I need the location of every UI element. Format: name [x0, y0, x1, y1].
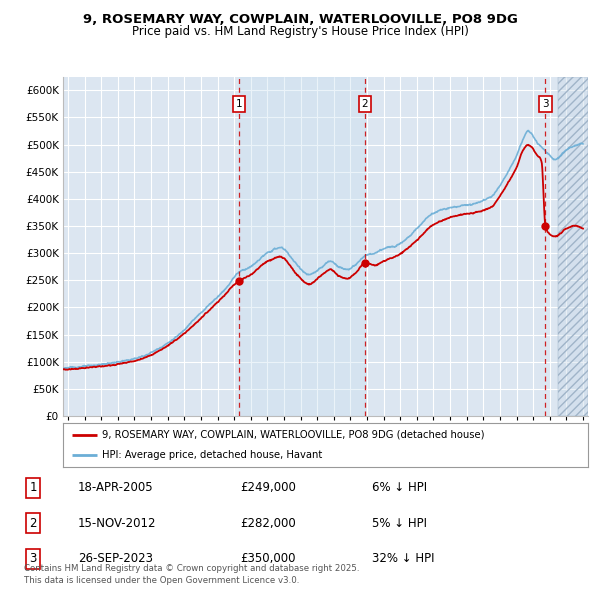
Text: 3: 3	[29, 552, 37, 565]
Text: HPI: Average price, detached house, Havant: HPI: Average price, detached house, Hava…	[103, 450, 323, 460]
Text: 3: 3	[542, 99, 549, 109]
Text: 1: 1	[236, 99, 242, 109]
Text: 5% ↓ HPI: 5% ↓ HPI	[372, 517, 427, 530]
Bar	[239, 77, 365, 416]
Text: £282,000: £282,000	[240, 517, 296, 530]
Text: 15-NOV-2012: 15-NOV-2012	[78, 517, 157, 530]
Text: 18-APR-2005: 18-APR-2005	[78, 481, 154, 494]
Bar	[558, 77, 588, 416]
Text: 2: 2	[362, 99, 368, 109]
Text: £350,000: £350,000	[240, 552, 296, 565]
Text: £249,000: £249,000	[240, 481, 296, 494]
Text: 9, ROSEMARY WAY, COWPLAIN, WATERLOOVILLE, PO8 9DG (detached house): 9, ROSEMARY WAY, COWPLAIN, WATERLOOVILLE…	[103, 430, 485, 440]
Text: 2: 2	[29, 517, 37, 530]
Text: 1: 1	[29, 481, 37, 494]
Text: 26-SEP-2023: 26-SEP-2023	[78, 552, 153, 565]
Text: 32% ↓ HPI: 32% ↓ HPI	[372, 552, 434, 565]
Text: Price paid vs. HM Land Registry's House Price Index (HPI): Price paid vs. HM Land Registry's House …	[131, 25, 469, 38]
Text: Contains HM Land Registry data © Crown copyright and database right 2025.
This d: Contains HM Land Registry data © Crown c…	[24, 565, 359, 585]
Text: 9, ROSEMARY WAY, COWPLAIN, WATERLOOVILLE, PO8 9DG: 9, ROSEMARY WAY, COWPLAIN, WATERLOOVILLE…	[83, 13, 517, 26]
Text: 6% ↓ HPI: 6% ↓ HPI	[372, 481, 427, 494]
